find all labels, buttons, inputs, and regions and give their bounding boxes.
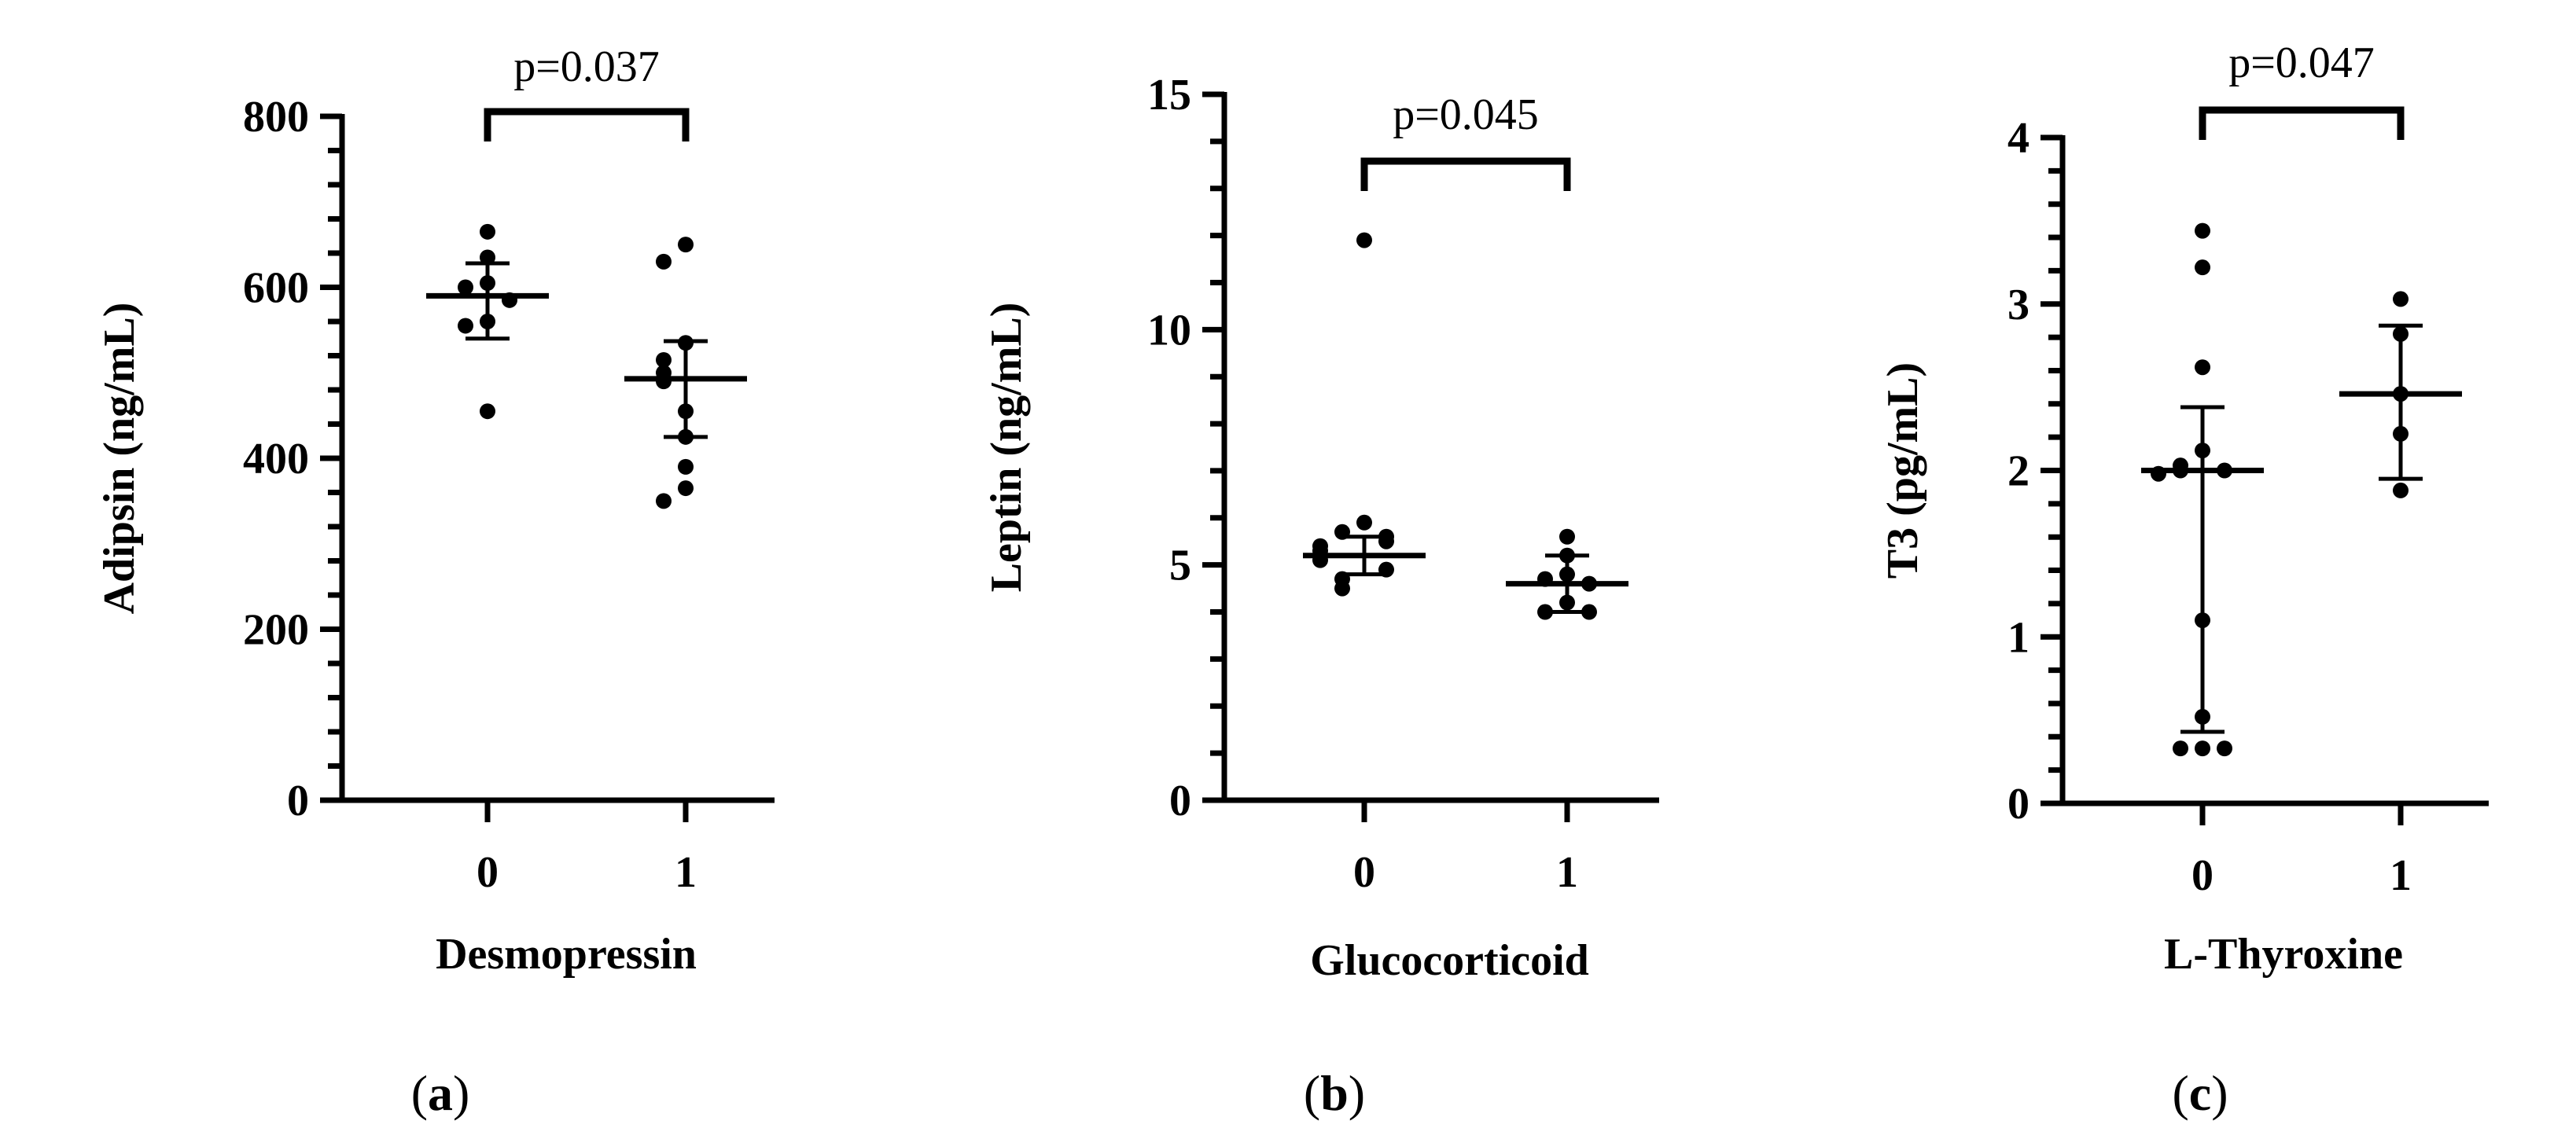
y-tick-label: 0 [1169,777,1191,825]
data-point [2393,325,2409,342]
data-point [1581,575,1597,592]
panel-label-letter: c [2189,1065,2211,1121]
y-tick-label: 0 [287,777,309,825]
data-point [1356,232,1372,248]
panel-label-letter: b [1320,1065,1349,1121]
data-point [1559,594,1575,611]
data-point [480,249,495,266]
data-point [480,223,495,240]
data-point [2173,740,2188,757]
data-point [1334,524,1350,540]
panel-label-open-paren: ( [2172,1065,2188,1121]
data-point [1378,533,1394,549]
data-point [678,480,694,497]
data-point [656,493,672,509]
y-tick-label: 0 [2007,780,2030,829]
panel-label: (b) [1304,1065,1365,1121]
data-point [2195,612,2210,629]
data-point [2195,259,2210,276]
y-axis-title: Adipsin (ng/mL) [95,303,144,615]
data-point [458,318,473,334]
data-point [678,237,694,253]
data-point [656,253,672,270]
data-point [656,351,672,368]
data-point [480,275,495,292]
p-value-label: p=0.037 [513,42,660,91]
panel-a: 0 200 400 600 800 0 1 Desmopressin Adipsin (ng/m… [95,42,775,1121]
x-axis-title: L-Thyroxine [2164,930,2403,979]
data-point [2151,465,2166,482]
panel-c: 0 1 2 3 4 0 1 L-Thyroxine T3 (pg/mL) p=0.047 (c) [1879,39,2489,1121]
data-point [458,279,473,296]
data-point [1537,604,1553,620]
data-point [1537,571,1553,587]
data-point [678,335,694,351]
data-point [1559,528,1575,545]
panel-label-letter: a [428,1065,453,1121]
panel-label-open-paren: ( [1304,1065,1320,1121]
x-tick-label: 1 [2390,851,2412,900]
y-tick-label: 5 [1169,542,1191,590]
y-tick-label: 600 [243,264,309,313]
panel-label-close-paren: ) [2211,1065,2228,1121]
significance-bracket [484,108,690,141]
data-point [1581,604,1597,620]
data-point [1312,552,1328,568]
y-tick-label: 4 [2007,114,2030,163]
x-tick-label: 0 [2191,851,2214,900]
data-point [2195,708,2210,725]
panel-label-close-paren: ) [1349,1065,1365,1121]
y-tick-label: 400 [243,435,309,483]
data-point [1356,514,1372,531]
data-point [678,458,694,475]
panel-label-close-paren: ) [453,1065,469,1121]
y-axis-title: Leptin (ng/mL) [982,303,1031,593]
data-point [2217,740,2232,757]
x-tick-label: 1 [675,848,697,897]
data-point [1378,561,1394,578]
y-tick-label: 200 [243,606,309,655]
data-point [1559,566,1575,582]
data-point [2195,740,2210,757]
significance-bracket [2199,106,2405,140]
data-point [2393,386,2409,402]
data-point [2195,359,2210,376]
x-tick-label: 0 [1353,848,1375,897]
panel-label: (c) [2172,1065,2228,1121]
data-point [2393,291,2409,307]
data-point [2217,462,2232,479]
data-point [678,428,694,445]
data-point [2195,222,2210,239]
p-value-label: p=0.045 [1393,90,1539,139]
y-tick-label: 10 [1147,306,1191,355]
p-value-label: p=0.047 [2228,39,2375,87]
data-point [2195,443,2210,459]
x-tick-label: 0 [477,848,499,897]
y-tick-label: 3 [2007,281,2030,329]
y-tick-label: 15 [1147,71,1191,119]
panel-label-open-paren: ( [411,1065,428,1121]
data-point [678,403,694,420]
data-point [480,314,495,329]
y-axis-title: T3 (pg/mL) [1879,362,1927,579]
y-tick-label: 2 [2007,447,2030,496]
significance-bracket [1360,157,1571,191]
data-point [1559,547,1575,564]
x-axis-title: Glucocorticoid [1310,936,1589,985]
x-axis-title: Desmopressin [436,930,697,979]
panel-label: (a) [411,1065,470,1121]
data-point [656,373,672,390]
data-point [2393,482,2409,498]
data-point [1334,580,1350,597]
data-point [502,292,517,308]
data-point [480,403,495,420]
x-tick-label: 1 [1556,848,1578,897]
data-point [2173,462,2188,479]
panel-b: 0 5 10 15 0 1 Glucocorticoid Leptin (ng/mL) p=0.… [982,71,1659,1121]
data-point [2393,425,2409,442]
y-tick-label: 1 [2007,613,2030,662]
y-tick-label: 800 [243,93,309,141]
